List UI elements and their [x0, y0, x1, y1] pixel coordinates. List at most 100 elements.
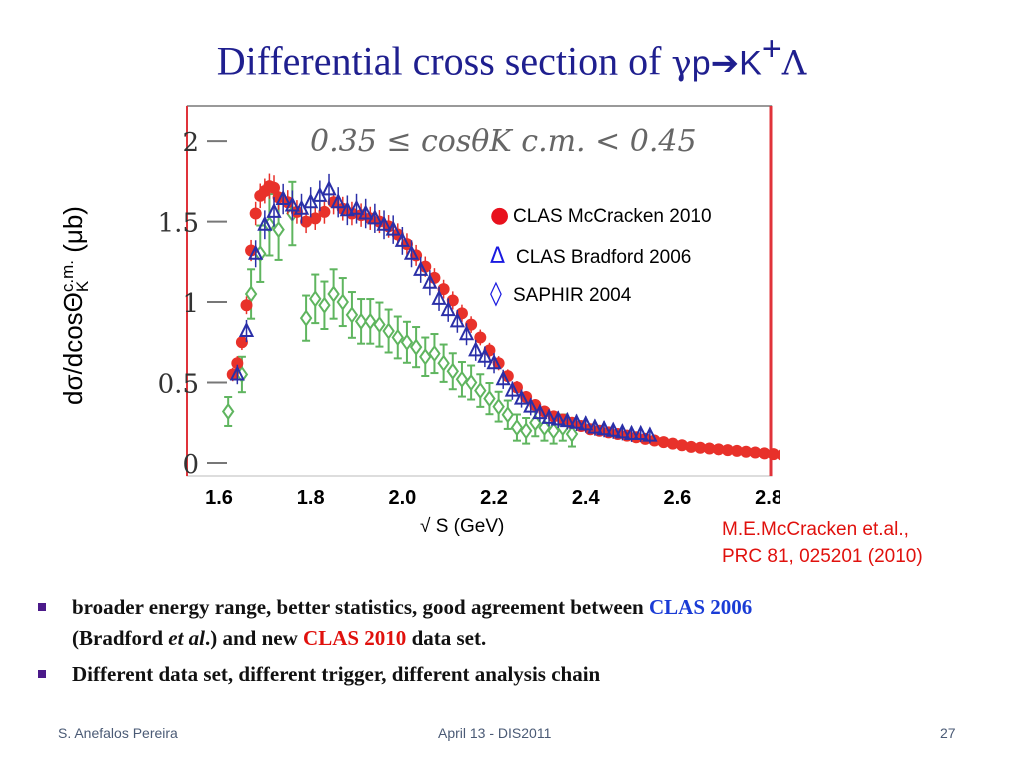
bullet1-text-b: (Bradford: [72, 626, 169, 650]
bullet-item-1: broader energy range, better statistics,…: [38, 592, 988, 654]
bullet1-text-d: data set.: [406, 626, 487, 650]
saphir-point: [529, 414, 542, 432]
saphir-point: [428, 344, 441, 363]
y-axis-label-sub: K: [73, 280, 93, 293]
mccracken-point: [268, 181, 281, 194]
saphir-point: [354, 312, 368, 331]
mccracken-point: [758, 447, 771, 460]
mccracken-point: [657, 436, 670, 449]
bradford-point: [477, 347, 493, 363]
mccracken-point: [419, 260, 432, 273]
mccracken-point: [721, 444, 734, 457]
saphir-point: [345, 306, 359, 324]
bullet2-text: Different data set, different trigger, d…: [72, 662, 601, 686]
saphir-point: [501, 405, 515, 424]
bradford-point: [513, 389, 530, 405]
saphir-point: [492, 397, 505, 416]
mccracken-point: [474, 331, 487, 344]
mccracken-point: [685, 440, 698, 453]
saphir-point: [455, 370, 469, 389]
bradford-point: [348, 199, 365, 215]
saphir-point: [400, 333, 414, 352]
reference-line-1: M.E.McCracken et.al.,: [722, 519, 909, 540]
mccracken-point: [712, 443, 725, 456]
bradford-point: [532, 403, 548, 420]
cross-section-chart: 0 0.5 1 1.5 2 1.6 1.8 2.0 2.2 2.4 2.6 2.8 0.35 ≤ c…: [158, 105, 780, 509]
saphir-point: [382, 322, 395, 340]
saphir-point: [391, 328, 405, 347]
saphir-point: [327, 285, 340, 303]
series-1: [229, 173, 658, 444]
mccracken-point: [446, 294, 459, 307]
chart-annotation: 0.35 ≤ cosθK c.m. < 0.45: [310, 124, 697, 159]
slide-title: Differential cross section of γp➔K+Λ: [0, 30, 1023, 84]
bradford-point: [266, 202, 282, 218]
y-axis-label: dσ/dcosΘc.m. K (μb): [58, 206, 93, 405]
bullet-list: broader energy range, better statistics,…: [38, 592, 988, 695]
x-tick-label: 1.8: [297, 487, 325, 509]
bradford-point: [605, 421, 621, 437]
mccracken-point: [318, 205, 331, 218]
bradford-point: [422, 273, 438, 289]
bradford-point: [385, 220, 401, 236]
bullet1-text-c: .) and new: [205, 626, 304, 650]
saphir-point: [538, 418, 551, 437]
legend-label-2: SAPHIR 2004: [513, 285, 632, 306]
saphir-point: [409, 338, 423, 356]
bullet1-text-a: broader energy range, better statistics,…: [72, 595, 649, 619]
mccracken-point: [235, 336, 248, 349]
bradford-point: [275, 189, 291, 206]
reference-line-2: PRC 81, 025201 (2010): [722, 546, 923, 567]
y-tick-label: 1: [182, 289, 199, 319]
mccracken-point: [245, 244, 258, 257]
saphir-point: [446, 362, 460, 380]
mccracken-point: [767, 448, 780, 461]
bradford-point: [568, 413, 585, 429]
title-lambda: Λ: [781, 43, 807, 84]
y-tick-label: 1.5: [158, 209, 199, 239]
bradford-point: [596, 419, 612, 436]
saphir-point: [565, 425, 579, 443]
y-axis-label-indices: c.m. K: [58, 260, 93, 293]
saphir-point: [547, 422, 560, 440]
saphir-point: [419, 348, 432, 366]
y-tick-label: 0.5: [158, 370, 199, 400]
bradford-point: [403, 244, 420, 260]
mccracken-point: [776, 449, 780, 461]
bradford-point: [358, 204, 374, 220]
saphir-point: [318, 296, 331, 314]
mccracken-point: [437, 283, 450, 296]
mccracken-point: [231, 357, 244, 370]
x-tick-label: 2.4: [572, 487, 601, 509]
mccracken-point: [730, 444, 743, 457]
bradford-point: [642, 426, 658, 442]
legend-label-1: CLAS Bradford 2006: [516, 247, 691, 268]
bradford-point: [486, 353, 502, 370]
saphir-point: [474, 381, 487, 400]
bradford-point: [523, 397, 539, 413]
bradford-point: [440, 300, 456, 317]
bradford-point: [633, 424, 649, 441]
x-tick-label: 2.2: [480, 487, 508, 509]
legend-marker-0: ●: [490, 203, 509, 228]
bradford-point: [257, 215, 273, 231]
saphir-point: [244, 285, 258, 303]
bradford-point: [495, 370, 511, 386]
bullet-square-icon: [38, 603, 46, 611]
bradford-point: [559, 411, 576, 428]
bradford-point: [376, 215, 392, 231]
x-tick-label: 1.6: [205, 487, 233, 509]
title-text: Differential cross section of: [216, 38, 672, 84]
mccracken-point: [675, 439, 688, 452]
bullet1-clas2006: CLAS 2006: [649, 595, 753, 619]
footer-page-number: 27: [940, 725, 956, 741]
x-tick-label: 2.0: [388, 487, 416, 509]
saphir-point: [373, 315, 386, 334]
bradford-point: [367, 209, 383, 225]
mccracken-point: [249, 207, 262, 220]
saphir-point: [464, 373, 478, 392]
bradford-point: [394, 231, 410, 247]
title-gamma: γ: [671, 43, 692, 84]
bradford-point: [321, 180, 337, 196]
bullet-square-icon: [38, 670, 46, 678]
